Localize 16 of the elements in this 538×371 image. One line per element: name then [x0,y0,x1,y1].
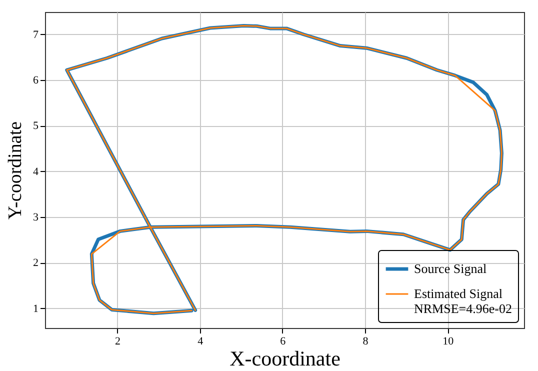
x-axis-title: X-coordinate [230,346,340,370]
y-tick-label: 6 [33,74,39,87]
y-tick-label: 3 [33,212,39,224]
y-tick-label: 5 [33,120,39,132]
y-tick-label: 2 [33,257,38,270]
y-axis-title: Y-coordinate [5,121,26,220]
x-tick-label: 10 [442,336,454,348]
y-tick-label: 7 [33,28,39,41]
legend-label: Estimated Signal NRMSE=4.96e-02 [414,286,512,316]
y-tick-label: 1 [33,302,38,315]
y-tick-label: 4 [33,166,39,178]
x-tick-label: 2 [115,336,121,348]
x-tick-label: 4 [198,336,204,348]
legend-label: Source Signal [414,261,487,276]
x-tick-label: 8 [362,336,369,348]
x-tick-label: 6 [280,336,286,348]
